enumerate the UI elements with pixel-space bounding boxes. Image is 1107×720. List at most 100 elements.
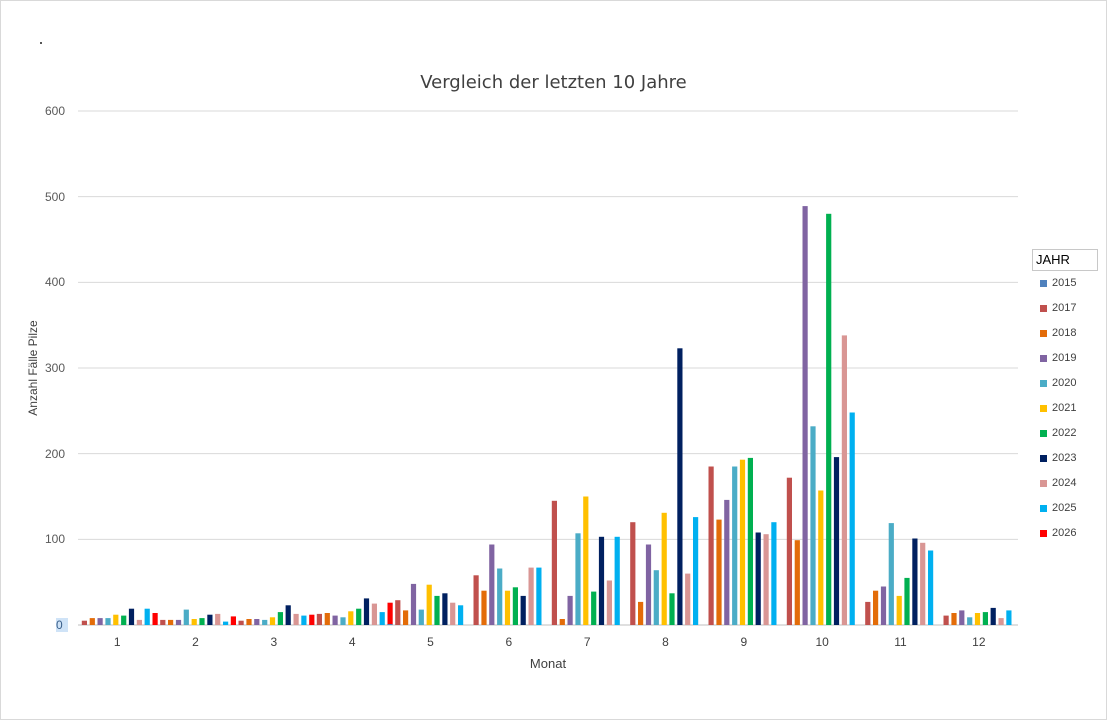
bar[interactable]	[841, 335, 847, 625]
bar[interactable]	[426, 584, 432, 625]
bar[interactable]	[998, 618, 1004, 625]
bar[interactable]	[982, 612, 988, 625]
legend-item[interactable]: 2022	[1032, 421, 1098, 446]
bar[interactable]	[230, 616, 236, 625]
legend-item[interactable]: 2018	[1032, 321, 1098, 346]
bar[interactable]	[763, 534, 769, 625]
bar[interactable]	[951, 613, 957, 625]
legend-item[interactable]: 2025	[1032, 496, 1098, 521]
bar[interactable]	[410, 583, 417, 625]
bar[interactable]	[316, 613, 322, 625]
bar[interactable]	[693, 517, 699, 625]
legend-item[interactable]: 2020	[1032, 371, 1098, 396]
bar[interactable]	[880, 586, 887, 626]
bar[interactable]	[387, 602, 393, 625]
bar[interactable]	[348, 611, 354, 625]
bar[interactable]	[645, 544, 652, 626]
bar[interactable]	[262, 619, 268, 625]
bar[interactable]	[669, 593, 675, 625]
bar[interactable]	[450, 602, 456, 625]
bar[interactable]	[826, 213, 832, 626]
bar[interactable]	[912, 538, 918, 626]
bar[interactable]	[551, 500, 557, 625]
bar[interactable]	[387, 624, 393, 625]
bar[interactable]	[810, 426, 816, 625]
bar[interactable]	[442, 593, 448, 625]
bar[interactable]	[269, 617, 276, 625]
bar[interactable]	[356, 608, 362, 625]
bar[interactable]	[497, 568, 503, 626]
bar[interactable]	[324, 613, 330, 625]
bar[interactable]	[309, 614, 315, 625]
bar[interactable]	[708, 466, 714, 626]
bar[interactable]	[168, 619, 174, 625]
bar[interactable]	[332, 615, 338, 625]
bar[interactable]	[967, 617, 973, 625]
bar[interactable]	[363, 598, 370, 625]
bar[interactable]	[739, 459, 746, 625]
bar[interactable]	[685, 573, 691, 625]
bar[interactable]	[959, 610, 965, 625]
bar[interactable]	[434, 595, 440, 625]
bar[interactable]	[183, 609, 189, 625]
bar[interactable]	[536, 567, 542, 625]
legend-title[interactable]: JAHR	[1032, 249, 1098, 271]
bar[interactable]	[504, 590, 511, 625]
bar[interactable]	[121, 615, 127, 625]
legend-item[interactable]: 2019	[1032, 346, 1098, 371]
legend-item[interactable]: 2017	[1032, 296, 1098, 321]
bar[interactable]	[277, 612, 283, 625]
bar[interactable]	[379, 612, 385, 625]
bar[interactable]	[175, 619, 182, 625]
bar[interactable]	[371, 603, 377, 625]
bar[interactable]	[105, 618, 111, 625]
bar[interactable]	[974, 613, 981, 625]
legend-item[interactable]: 2024	[1032, 471, 1098, 496]
bar[interactable]	[928, 550, 934, 626]
bar[interactable]	[598, 536, 605, 625]
bar[interactable]	[458, 605, 464, 625]
bar[interactable]	[567, 595, 573, 625]
bar[interactable]	[591, 591, 597, 625]
bar[interactable]	[849, 412, 855, 626]
legend-item[interactable]: 2023	[1032, 446, 1098, 471]
bar[interactable]	[661, 512, 667, 625]
bar[interactable]	[606, 580, 612, 626]
bar[interactable]	[152, 613, 158, 625]
bar[interactable]	[638, 601, 644, 625]
bar[interactable]	[794, 540, 800, 625]
bar[interactable]	[160, 619, 166, 625]
bar[interactable]	[473, 575, 479, 625]
bar[interactable]	[215, 613, 221, 625]
bar[interactable]	[747, 457, 753, 625]
bar[interactable]	[653, 570, 659, 625]
bar[interactable]	[81, 620, 87, 625]
legend-item[interactable]: 2015	[1032, 271, 1098, 296]
bar[interactable]	[990, 607, 996, 625]
bar[interactable]	[818, 490, 824, 626]
bar[interactable]	[293, 613, 299, 625]
bar[interactable]	[89, 618, 95, 625]
bar[interactable]	[199, 618, 205, 625]
bar[interactable]	[614, 536, 620, 625]
bar[interactable]	[207, 614, 213, 625]
bar[interactable]	[246, 619, 252, 625]
bar[interactable]	[677, 348, 683, 625]
bar[interactable]	[512, 587, 518, 625]
bar[interactable]	[896, 595, 902, 625]
bar[interactable]	[395, 600, 401, 625]
bar[interactable]	[136, 619, 142, 625]
bar[interactable]	[716, 519, 722, 625]
bar[interactable]	[904, 577, 910, 625]
bar[interactable]	[489, 544, 495, 626]
bar[interactable]	[340, 617, 346, 625]
bar[interactable]	[755, 532, 761, 626]
bar[interactable]	[254, 619, 260, 625]
bar[interactable]	[833, 457, 840, 625]
bar[interactable]	[920, 542, 926, 625]
bar[interactable]	[724, 499, 730, 625]
bar[interactable]	[575, 533, 581, 625]
bar[interactable]	[128, 608, 135, 625]
bar[interactable]	[630, 522, 636, 625]
bar[interactable]	[943, 615, 949, 625]
